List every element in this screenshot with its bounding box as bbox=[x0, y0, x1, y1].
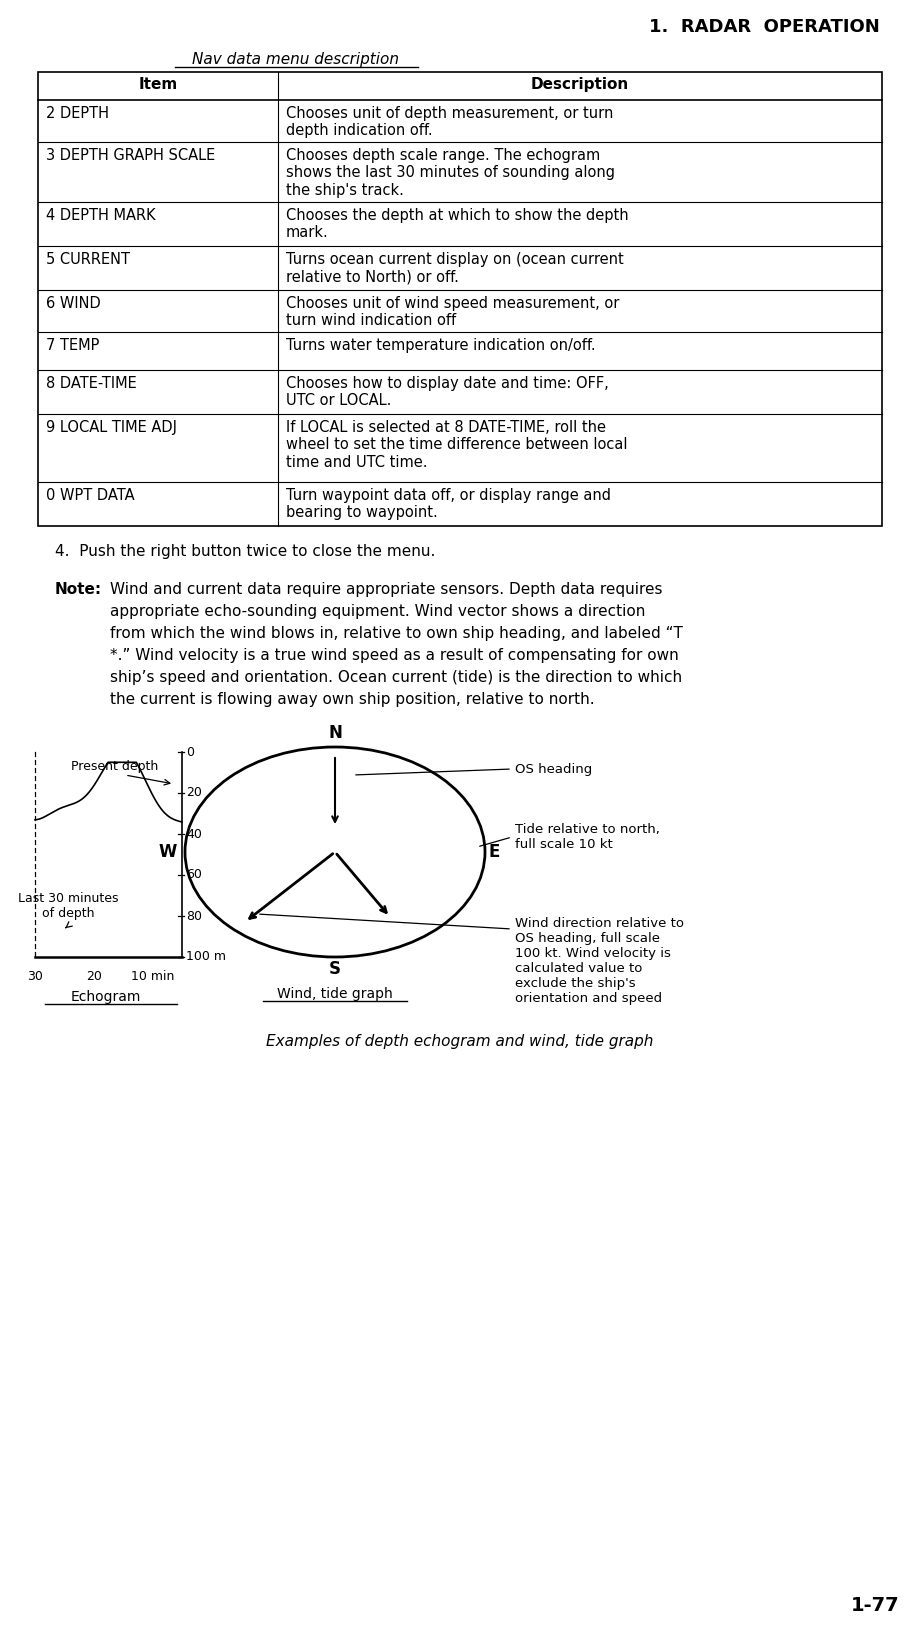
Text: Description: Description bbox=[531, 77, 630, 91]
Text: Turn waypoint data off, or display range and
bearing to waypoint.: Turn waypoint data off, or display range… bbox=[286, 488, 611, 521]
Text: Present depth: Present depth bbox=[72, 761, 159, 774]
Text: *.” Wind velocity is a true wind speed as a result of compensating for own: *.” Wind velocity is a true wind speed a… bbox=[110, 648, 679, 663]
Text: 1-77: 1-77 bbox=[851, 1596, 900, 1616]
Text: N: N bbox=[328, 725, 342, 743]
Text: 4.  Push the right button twice to close the menu.: 4. Push the right button twice to close … bbox=[55, 543, 436, 560]
Text: appropriate echo-sounding equipment. Wind vector shows a direction: appropriate echo-sounding equipment. Win… bbox=[110, 604, 645, 619]
Text: Examples of depth echogram and wind, tide graph: Examples of depth echogram and wind, tid… bbox=[267, 1035, 653, 1049]
Text: Chooses unit of depth measurement, or turn
depth indication off.: Chooses unit of depth measurement, or tu… bbox=[286, 106, 613, 139]
Text: W: W bbox=[159, 844, 177, 862]
Text: S: S bbox=[329, 960, 341, 978]
Text: Turns ocean current display on (ocean current
relative to North) or off.: Turns ocean current display on (ocean cu… bbox=[286, 251, 624, 284]
Text: Chooses how to display date and time: OFF,
UTC or LOCAL.: Chooses how to display date and time: OF… bbox=[286, 375, 608, 408]
Text: Wind, tide graph: Wind, tide graph bbox=[278, 987, 393, 1000]
Text: Echogram: Echogram bbox=[71, 991, 142, 1004]
Text: 10 min: 10 min bbox=[130, 969, 175, 982]
Text: 100 m: 100 m bbox=[186, 950, 226, 963]
Bar bbox=[38, 72, 882, 526]
Text: 2 DEPTH: 2 DEPTH bbox=[46, 106, 109, 121]
Text: Note:: Note: bbox=[55, 583, 102, 597]
Text: 3 DEPTH GRAPH SCALE: 3 DEPTH GRAPH SCALE bbox=[46, 149, 215, 163]
Text: 1.  RADAR  OPERATION: 1. RADAR OPERATION bbox=[649, 18, 880, 36]
Text: 6 WIND: 6 WIND bbox=[46, 295, 101, 312]
Text: 20: 20 bbox=[186, 787, 202, 800]
Text: OS heading: OS heading bbox=[515, 762, 592, 775]
Text: 4 DEPTH MARK: 4 DEPTH MARK bbox=[46, 207, 155, 224]
Text: Chooses depth scale range. The echogram
shows the last 30 minutes of sounding al: Chooses depth scale range. The echogram … bbox=[286, 149, 615, 197]
Text: ship’s speed and orientation. Ocean current (tide) is the direction to which: ship’s speed and orientation. Ocean curr… bbox=[110, 671, 682, 685]
Text: Chooses unit of wind speed measurement, or
turn wind indication off: Chooses unit of wind speed measurement, … bbox=[286, 295, 619, 328]
Text: 20: 20 bbox=[85, 969, 102, 982]
Text: 0: 0 bbox=[186, 746, 194, 759]
Text: Chooses the depth at which to show the depth
mark.: Chooses the depth at which to show the d… bbox=[286, 207, 629, 240]
Text: If LOCAL is selected at 8 DATE-TIME, roll the
wheel to set the time difference b: If LOCAL is selected at 8 DATE-TIME, rol… bbox=[286, 419, 628, 470]
Text: Turns water temperature indication on/off.: Turns water temperature indication on/of… bbox=[286, 338, 596, 353]
Text: 9 LOCAL TIME ADJ: 9 LOCAL TIME ADJ bbox=[46, 419, 177, 436]
Text: E: E bbox=[489, 844, 500, 862]
Text: 60: 60 bbox=[186, 868, 202, 881]
Text: Nav data menu description: Nav data menu description bbox=[191, 52, 399, 67]
Text: 30: 30 bbox=[27, 969, 43, 982]
Text: 5 CURRENT: 5 CURRENT bbox=[46, 251, 130, 268]
Text: 0 WPT DATA: 0 WPT DATA bbox=[46, 488, 134, 503]
Text: 80: 80 bbox=[186, 909, 202, 922]
Text: 8 DATE-TIME: 8 DATE-TIME bbox=[46, 375, 137, 392]
Text: from which the wind blows in, relative to own ship heading, and labeled “T: from which the wind blows in, relative t… bbox=[110, 627, 683, 641]
Text: Last 30 minutes
of depth: Last 30 minutes of depth bbox=[17, 893, 119, 920]
Text: the current is flowing away own ship position, relative to north.: the current is flowing away own ship pos… bbox=[110, 692, 595, 707]
Text: Wind direction relative to
OS heading, full scale
100 kt. Wind velocity is
calcu: Wind direction relative to OS heading, f… bbox=[515, 917, 684, 1005]
Text: Wind and current data require appropriate sensors. Depth data requires: Wind and current data require appropriat… bbox=[110, 583, 663, 597]
Text: Item: Item bbox=[139, 77, 177, 91]
Text: 7 TEMP: 7 TEMP bbox=[46, 338, 99, 353]
Text: Tide relative to north,
full scale 10 kt: Tide relative to north, full scale 10 kt bbox=[515, 823, 660, 850]
Ellipse shape bbox=[185, 747, 485, 956]
Text: 40: 40 bbox=[186, 827, 202, 840]
